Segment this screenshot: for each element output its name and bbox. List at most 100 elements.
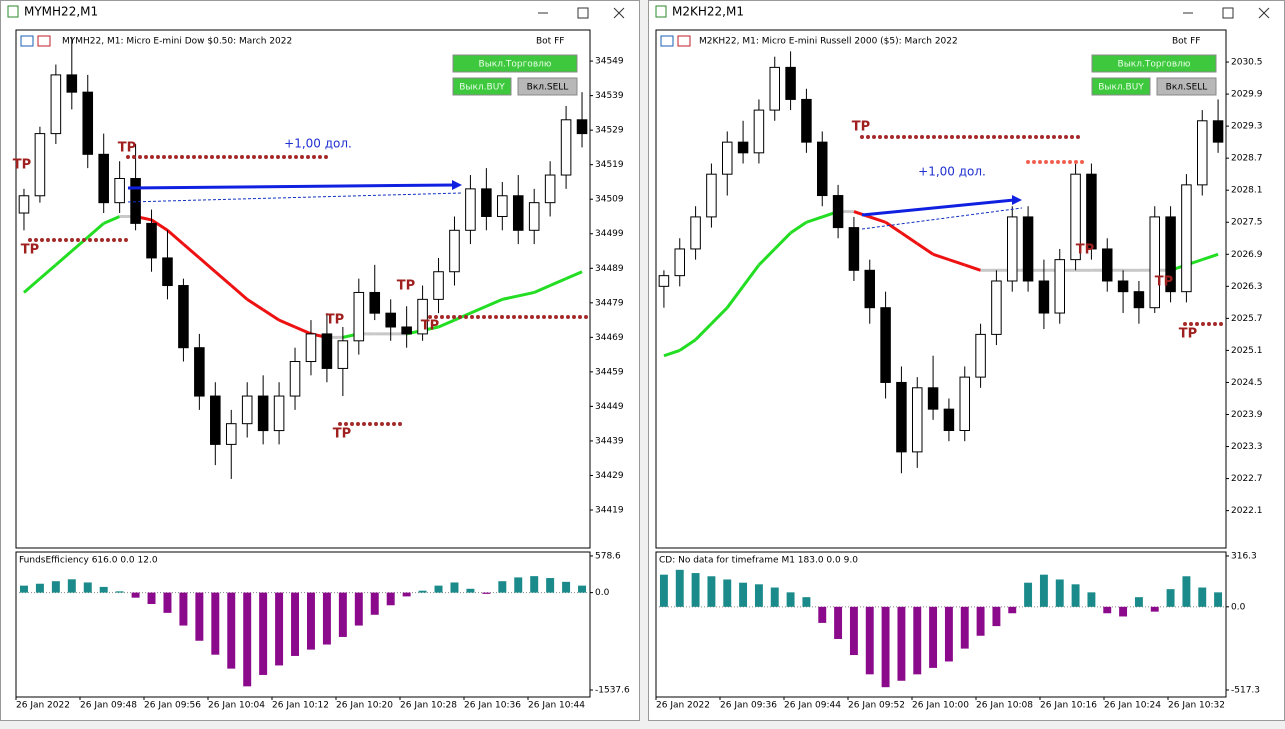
candle-body [305,333,317,363]
profit-annotation: +1,00 дол. [284,137,352,151]
histogram-bar [849,606,858,656]
moving-average [964,263,982,272]
trade-dashed [861,207,1023,230]
histogram-bar [723,579,732,607]
trade-arrow [127,183,455,190]
x-tick-label: 26 Jan 10:24 [1104,701,1161,711]
tp-label: TP [852,120,870,135]
toggle-button[interactable] [452,77,512,96]
maximize-button[interactable] [1222,7,1234,19]
arrow-head [1012,195,1022,205]
candle-body [433,271,444,300]
y-tick-label: 2028.7 [1231,154,1263,164]
y-tick-label: 2023.9 [1231,410,1263,420]
candle-body [769,66,780,111]
histogram-bar [482,592,491,594]
chart-window: MYMH22,M1 34549 34539 34529 34519 34509 34499 3… [0,0,640,721]
moving-average [517,290,535,298]
y-tick-label: 2027.5 [1231,218,1263,228]
y-tick-label: 34479 [595,298,624,308]
y-tick-label: 2030.5 [1231,58,1263,68]
moving-average [230,284,249,301]
candle-body [528,202,540,231]
close-button[interactable] [1258,7,1270,19]
y-tick-label: 0.0 [1231,602,1246,612]
histogram-bar [739,582,748,607]
moving-average [565,270,583,281]
y-tick-label: 2024.5 [1231,378,1263,388]
histogram-bar [466,588,475,593]
histogram-bar [19,585,28,593]
y-tick-label: 0.0 [595,588,610,598]
tp-label: TP [421,319,439,334]
histogram-bar [546,578,555,593]
toggle-button-label[interactable]: Выкл.Торговлю [1118,60,1191,70]
x-tick-label: 26 Jan 10:32 [1168,701,1225,711]
tp-label: TP [118,141,136,156]
y-tick-label: 2026.3 [1231,282,1263,292]
histogram-bar [1039,574,1048,607]
candle-body [896,381,907,453]
toggle-button[interactable] [1156,77,1217,96]
histogram-bar [1214,592,1223,607]
candle-body [1212,120,1224,143]
x-tick-label: 26 Jan 2022 [16,701,70,711]
histogram-bar [1182,576,1191,607]
histogram-bar [402,592,411,597]
candle-body [1181,184,1192,293]
tp-label: TP [333,427,351,442]
histogram-bar [243,592,252,687]
candle-body [864,269,875,309]
histogram-bar [659,574,668,607]
toggle-button-label[interactable]: Выкл.BUY [1098,83,1144,93]
toggle-button-label[interactable]: Вкл.SELL [527,83,569,93]
x-tick-label: 26 Jan 09:36 [720,701,777,711]
candle-body [210,395,221,445]
chart-icon [660,35,674,47]
x-tick-label: 26 Jan 09:56 [144,701,201,711]
toggle-button-label[interactable]: Выкл.Торговлю [479,60,552,70]
toggle-button[interactable] [1091,77,1151,96]
indicator-title: FundsEfficiency 616.0 0.0 12.0 [19,556,158,566]
chart-icon [37,35,51,47]
histogram-bar [338,592,347,637]
histogram-bar [675,569,684,607]
candle-body [943,408,955,432]
chart-title: M2KH22, M1: Micro E-mini Russell 2000 ($… [699,37,958,47]
histogram-bar [818,606,827,623]
histogram-bar [1087,592,1096,607]
y-tick-label: 34549 [595,57,624,67]
toggle-button[interactable] [452,54,578,73]
histogram-bar [306,592,315,650]
candle-body [1054,259,1065,314]
moving-average [469,304,487,315]
y-tick-label: 2025.7 [1231,314,1263,324]
candle-body [512,195,524,231]
close-button[interactable] [613,7,625,19]
y-tick-label: 2029.3 [1231,122,1263,132]
y-tick-label: -1537.6 [595,686,630,696]
indicator-area [15,551,591,698]
histogram-bar [354,592,363,626]
moving-average [86,222,105,239]
window-icon [7,5,19,18]
moving-average [54,249,73,266]
histogram-bar [1024,582,1033,607]
toggle-button-label[interactable]: Выкл.BUY [459,83,505,93]
candle-body [706,173,717,218]
histogram-bar [578,585,587,593]
candle-body [225,423,237,445]
y-tick-label: 34429 [595,471,624,481]
candle-body [927,387,939,410]
moving-average [1201,252,1219,262]
toggle-button[interactable] [1091,54,1217,73]
histogram-bar [418,590,427,593]
x-tick-label: 26 Jan 10:20 [336,701,393,711]
toggle-button-label[interactable]: Вкл.SELL [1166,83,1208,93]
histogram-bar [754,584,763,607]
toggle-button[interactable] [517,77,578,96]
candle-body [801,98,812,143]
x-tick-label: 26 Jan 2022 [656,701,710,711]
maximize-button[interactable] [577,7,589,19]
